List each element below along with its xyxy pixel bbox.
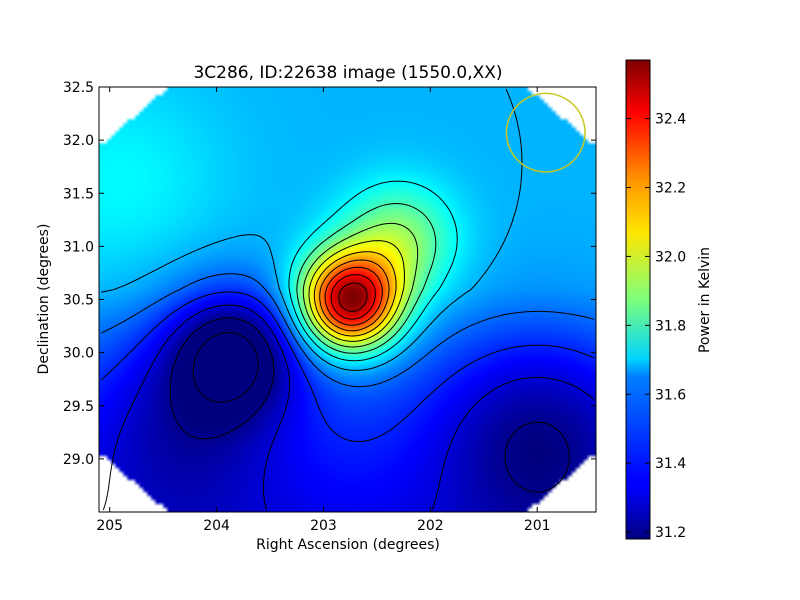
colorbar-tick-label: 32.0 — [655, 249, 686, 265]
contour-line — [100, 291, 595, 442]
x-tick-label: 203 — [310, 518, 337, 534]
y-tick-label: 32.5 — [63, 80, 94, 96]
contour-line — [100, 88, 523, 371]
y-tick-label: 29.0 — [63, 452, 94, 468]
colorbar: 31.2 31.4 31.6 31.8 32.0 32.2 32.4 Power in Ke… — [625, 59, 713, 541]
contour-line — [102, 304, 595, 511]
heatmap-image — [99, 87, 596, 512]
x-tick-label: 202 — [417, 518, 444, 534]
y-tick-label: 31.5 — [63, 186, 94, 202]
colorbar-tick-label: 31.2 — [655, 525, 686, 541]
x-tick-label: 205 — [96, 518, 123, 534]
x-tick-label: 201 — [524, 518, 551, 534]
y-axis-ticks: 29.0 29.5 30.0 30.5 31.0 31.5 32.0 32.5 — [63, 80, 596, 468]
colorbar-label: Power in Kelvin — [697, 247, 713, 353]
y-tick-label: 31.0 — [63, 239, 94, 255]
colorbar-ticks: 31.2 31.4 31.6 31.8 32.0 32.2 32.4 — [626, 112, 686, 541]
contour-line — [308, 240, 405, 342]
colorbar-tick-label: 32.4 — [655, 112, 686, 128]
contour-line — [296, 203, 437, 354]
y-tick-label: 29.5 — [63, 399, 94, 415]
contour-line — [100, 273, 595, 388]
colorbar-tick-label: 31.4 — [655, 456, 686, 472]
chart-title: 3C286, ID:22638 image (1550.0,XX) — [193, 63, 502, 83]
contour-line — [313, 251, 397, 337]
contour-line — [324, 266, 383, 326]
y-axis-label: Declination (degrees) — [36, 224, 52, 375]
beam-circle — [505, 92, 586, 173]
x-tick-label: 204 — [203, 518, 230, 534]
colorbar-gradient — [625, 59, 651, 540]
contour-line — [169, 317, 570, 493]
contour-lines — [100, 88, 595, 511]
contour-line — [330, 274, 376, 320]
contour-line — [319, 259, 390, 332]
colorbar-tick-label: 31.6 — [655, 387, 686, 403]
contour-line — [338, 282, 368, 312]
y-tick-label: 32.0 — [63, 133, 94, 149]
contour-line — [192, 332, 259, 403]
y-tick-label: 30.0 — [63, 346, 94, 362]
colorbar-tick-label: 31.8 — [655, 318, 686, 334]
x-axis-label: Right Ascension (degrees) — [256, 537, 440, 553]
y-tick-label: 30.5 — [63, 293, 94, 309]
contour-line — [288, 180, 458, 362]
contour-line — [302, 222, 419, 348]
plot-area — [98, 86, 597, 513]
colorbar-tick-label: 32.2 — [655, 181, 686, 197]
x-axis-ticks: 205 204 203 202 201 — [96, 87, 551, 534]
